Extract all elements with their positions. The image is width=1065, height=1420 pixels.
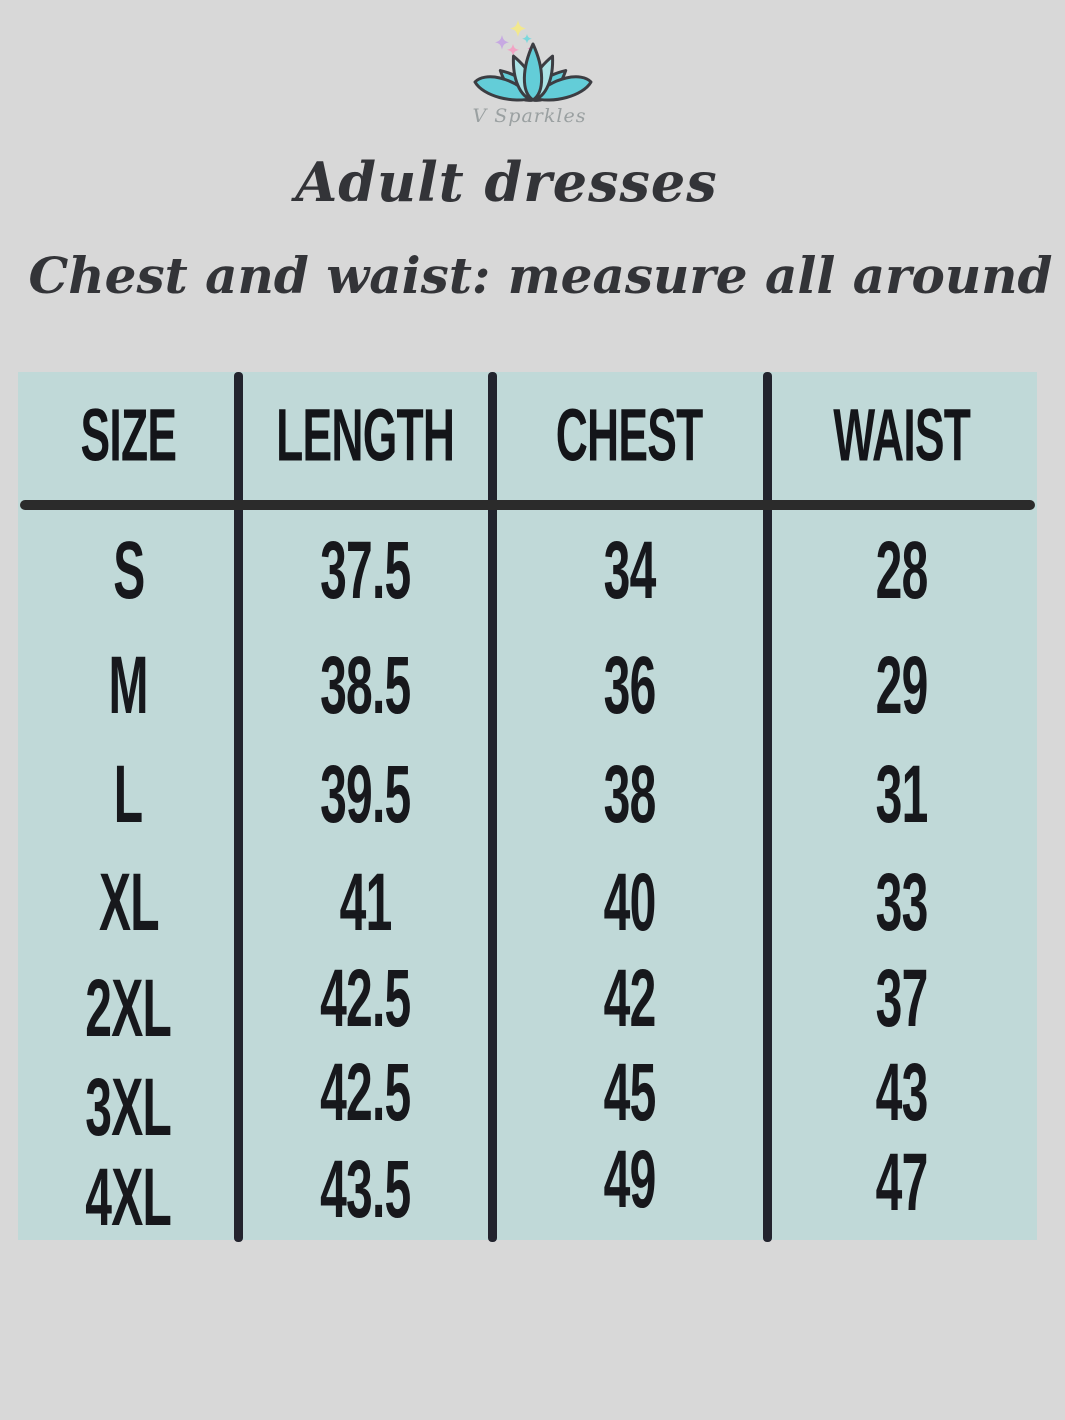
table-row-4xl: 4XL 43.5 49 47 <box>18 1132 1037 1243</box>
waist-cell: 28 <box>876 523 929 617</box>
length-cell: 38.5 <box>320 638 411 732</box>
waist-cell: 29 <box>876 638 929 732</box>
table-row-m: M 38.5 36 29 <box>18 630 1037 740</box>
column-header-length: LENGTH <box>276 394 455 478</box>
lotus-flower-icon <box>473 42 592 102</box>
size-cell: 4XL <box>85 1150 173 1243</box>
table-row-2xl: 2XL 42.5 42 37 <box>18 951 1037 1060</box>
column-header-waist: WAIST <box>833 394 972 478</box>
table-header-row: SIZE LENGTH CHEST WAIST <box>18 372 1037 500</box>
chest-cell: 42 <box>603 951 657 1045</box>
chest-cell: 45 <box>603 1045 657 1138</box>
waist-cell: 37 <box>876 951 929 1045</box>
length-cell: 42.5 <box>320 951 411 1045</box>
size-cell: M <box>108 638 149 732</box>
chest-cell: 34 <box>603 523 657 617</box>
chest-cell: 36 <box>603 638 657 732</box>
header-underline <box>20 500 1035 510</box>
brand-name: V Sparkles <box>472 105 587 127</box>
table-row-xl: XL 41 40 33 <box>18 848 1037 956</box>
waist-cell: 43 <box>876 1045 929 1138</box>
page-subtitle: Chest and waist: measure all around <box>28 246 1053 305</box>
chest-cell: 49 <box>603 1132 657 1225</box>
table-body: S 37.5 34 28 M 38.5 36 29 L 39.5 38 31 X… <box>18 510 1037 1243</box>
column-divider <box>234 372 243 1242</box>
length-cell: 37.5 <box>320 523 411 617</box>
size-cell: XL <box>98 855 160 949</box>
column-header-size: SIZE <box>80 394 177 478</box>
table-row-3xl: 3XL 42.5 45 43 <box>18 1045 1037 1153</box>
column-header-chest: CHEST <box>556 394 704 478</box>
column-divider <box>763 372 772 1242</box>
waist-cell: 47 <box>876 1135 929 1228</box>
size-cell: 3XL <box>85 1060 173 1153</box>
size-cell: L <box>114 747 143 841</box>
size-cell: 2XL <box>85 961 173 1055</box>
waist-cell: 33 <box>876 855 929 949</box>
lotus-with-sparkles-icon <box>473 20 592 102</box>
size-chart-table: SIZE LENGTH CHEST WAIST S 37.5 34 28 M 3… <box>18 372 1037 1243</box>
length-cell: 41 <box>339 855 393 949</box>
chest-cell: 40 <box>603 855 657 949</box>
waist-cell: 31 <box>876 747 929 841</box>
chest-cell: 38 <box>603 747 657 841</box>
column-divider <box>488 372 497 1242</box>
length-cell: 42.5 <box>320 1045 411 1138</box>
size-cell: S <box>112 523 145 617</box>
brand-logo: V Sparkles <box>0 18 1065 127</box>
length-cell: 39.5 <box>320 747 411 841</box>
page-title: Adult dresses <box>295 150 718 214</box>
table-row-s: S 37.5 34 28 <box>18 510 1037 630</box>
length-cell: 43.5 <box>320 1142 411 1235</box>
table-row-l: L 39.5 38 31 <box>18 740 1037 848</box>
